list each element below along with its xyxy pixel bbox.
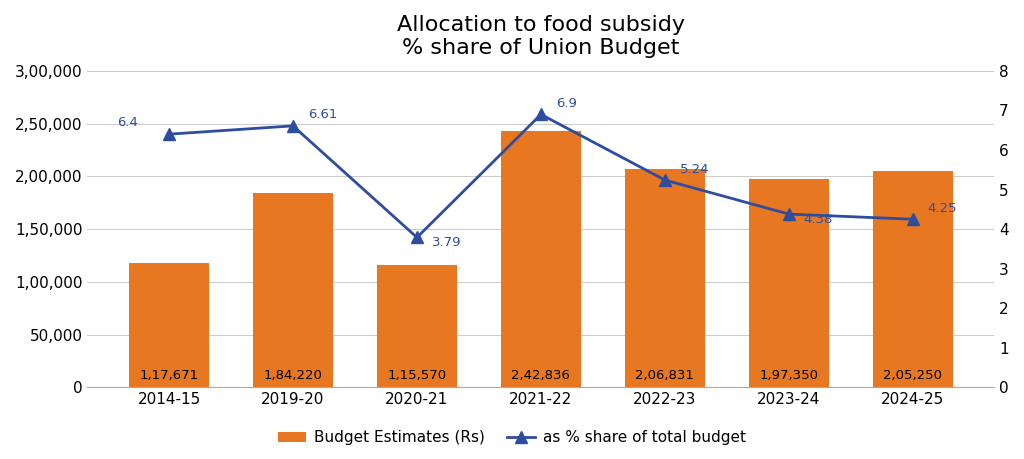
Text: 3.79: 3.79 [432, 236, 462, 249]
Bar [377, 265, 458, 387]
Legend: Budget Estimates (Rs), as % share of total budget: Budget Estimates (Rs), as % share of tot… [272, 424, 752, 451]
as % share of total budget [782, 211, 795, 217]
Text: 4.25: 4.25 [928, 202, 957, 215]
Text: 6.4: 6.4 [117, 117, 138, 129]
as % share of total budget [658, 177, 671, 183]
Text: 1,97,350: 1,97,350 [760, 369, 818, 382]
Text: 4.38: 4.38 [804, 213, 834, 226]
Bar [253, 193, 333, 387]
Text: 6.9: 6.9 [556, 97, 577, 110]
as % share of total budget [287, 123, 299, 129]
Bar [501, 131, 582, 387]
Line: as % share of total budget: as % share of total budget [164, 109, 919, 243]
Bar [749, 179, 829, 387]
as % share of total budget [411, 235, 423, 240]
Text: 1,15,570: 1,15,570 [387, 369, 446, 382]
Text: 1,17,671: 1,17,671 [139, 369, 199, 382]
Text: 2,42,836: 2,42,836 [512, 369, 570, 382]
Text: 6.61: 6.61 [308, 108, 337, 121]
Bar [129, 263, 209, 387]
as % share of total budget [163, 131, 175, 137]
Text: 2,05,250: 2,05,250 [884, 369, 942, 382]
Title: Allocation to food subsidy
% share of Union Budget: Allocation to food subsidy % share of Un… [397, 15, 685, 58]
as % share of total budget [906, 217, 919, 222]
Text: 2,06,831: 2,06,831 [636, 369, 694, 382]
Bar [625, 169, 706, 387]
Text: 1,84,220: 1,84,220 [263, 369, 323, 382]
as % share of total budget [535, 112, 547, 117]
Text: 5.24: 5.24 [680, 163, 710, 176]
Bar [872, 171, 953, 387]
